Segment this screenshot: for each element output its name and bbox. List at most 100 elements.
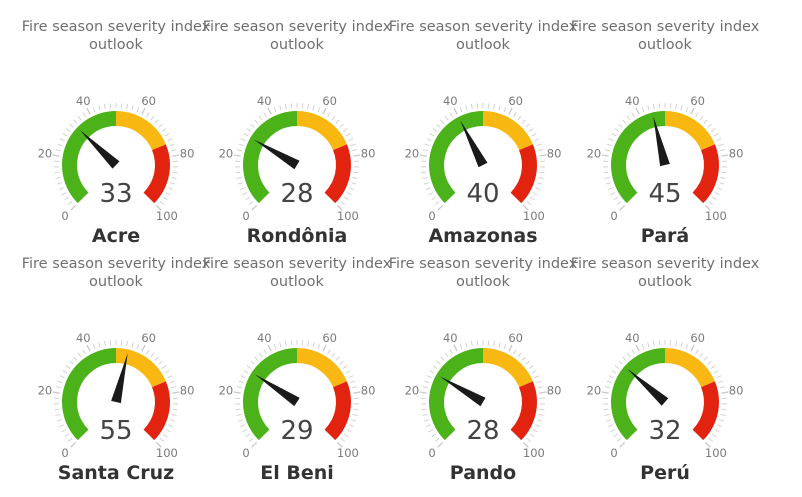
gauge-tick	[242, 429, 248, 433]
gauge-tick-label: 0	[61, 446, 68, 460]
gauge-tick	[710, 128, 716, 132]
gauge-tick	[327, 112, 331, 118]
gauge-tick	[169, 143, 175, 147]
gauge-tick	[613, 196, 619, 201]
gauge-tick-label: 20	[587, 147, 602, 161]
gauge-tick	[517, 352, 522, 358]
gauge-band-2	[692, 381, 719, 441]
gauge-tick	[62, 370, 68, 374]
gauge-tick	[52, 154, 60, 157]
gauge-band-1	[116, 348, 166, 388]
gauge-tick-label: 80	[180, 384, 195, 398]
gauge-needle	[255, 374, 300, 407]
gauge-tick	[155, 441, 162, 448]
gauge-tick	[243, 370, 249, 374]
gauge-tick	[536, 380, 542, 384]
gauge-band-1	[483, 348, 533, 388]
gauge-dial: 0 20 40 60 80 100	[405, 331, 562, 460]
gauge-tick	[521, 356, 526, 361]
gauge-card: Fire season severity index outlook 0 20 40 6…	[21, 18, 211, 258]
gauge-tick	[440, 119, 445, 124]
gauge-tick	[233, 391, 241, 394]
gauge-tick	[169, 380, 175, 384]
gauge-tick	[434, 438, 440, 442]
gauge-tick	[136, 107, 140, 113]
gauge-tick	[242, 192, 248, 196]
gauge-tick	[631, 112, 635, 118]
gauge-tick	[618, 123, 623, 128]
gauge-tick	[172, 171, 178, 174]
gauge-tick	[336, 204, 343, 211]
gauge-tick	[453, 107, 458, 115]
gauge-tick	[345, 133, 351, 137]
gauge-tick	[721, 154, 729, 157]
gauge-tick-label: 20	[38, 384, 53, 398]
gauge-tick	[346, 192, 352, 196]
gauge-needle	[627, 368, 669, 406]
gauge-tick	[251, 204, 258, 211]
gauge-tick	[614, 128, 620, 132]
gauge-tick	[531, 370, 537, 374]
gauge-tick	[279, 105, 282, 111]
gauge-tick	[236, 177, 242, 179]
gauge-tick	[513, 112, 517, 118]
gauge-tick	[70, 441, 77, 448]
gauge-tick-label: 40	[257, 94, 272, 108]
gauge-tick	[713, 370, 719, 374]
gauge-tick	[605, 182, 611, 185]
gauge-title: Fire season severity index outlook	[21, 256, 211, 290]
gauge-tick	[703, 356, 708, 361]
gauge-tick	[685, 344, 689, 350]
gauge-tick-label: 40	[625, 94, 640, 108]
gauge-band-0	[611, 111, 665, 204]
gauge-tick	[171, 386, 177, 389]
gauge-tick	[626, 352, 631, 358]
gauge-tick-label: 0	[428, 446, 435, 460]
gauge-tick	[168, 187, 174, 190]
gauge-tick	[690, 344, 695, 352]
gauge-tick	[131, 105, 134, 111]
gauge-tick	[73, 119, 78, 124]
gauge-tick	[718, 143, 724, 147]
gauge-tick	[61, 192, 67, 196]
gauge-tick	[245, 196, 251, 201]
gauge-tick	[77, 352, 82, 358]
gauge-tick	[267, 344, 272, 352]
gauge-tick	[421, 171, 427, 174]
gauge-tick	[307, 104, 310, 110]
gauge-tick	[710, 365, 716, 369]
gauge-tick	[604, 386, 610, 389]
gauge-tick	[349, 424, 355, 427]
gauge-tick	[434, 201, 440, 205]
gauge-tick	[267, 107, 272, 115]
gauge-tick	[235, 171, 241, 174]
gauge-tick	[680, 105, 683, 111]
gauge-tick	[631, 349, 635, 355]
gauge-tick	[258, 352, 263, 358]
gauge-tick	[331, 115, 336, 121]
gauge-tick	[172, 408, 178, 411]
gauge-tick	[493, 341, 496, 347]
gauge-tick	[146, 349, 150, 355]
gauge-tick	[528, 365, 534, 369]
gauge-tick	[155, 204, 162, 211]
gauge-title: Fire season severity index outlook	[388, 256, 578, 290]
gauge-tick	[647, 105, 650, 111]
gauge-tick	[465, 342, 468, 348]
gauge-tick	[431, 433, 437, 438]
gauge-tick	[703, 119, 708, 124]
gauge-tick	[353, 171, 359, 174]
gauge-tick	[146, 112, 150, 118]
gauge-tick	[522, 441, 529, 448]
gauge-tick	[699, 115, 704, 121]
gauge-value: 32	[648, 416, 682, 446]
gauge-tick	[82, 349, 86, 355]
gauge-tick	[437, 204, 444, 211]
gauge-tick	[493, 104, 496, 110]
gauge-tick	[245, 433, 251, 438]
gauge-tick	[721, 171, 727, 174]
gauge-tick	[150, 115, 155, 121]
gauge-value: 28	[466, 416, 500, 446]
gauge-tick	[141, 107, 146, 115]
gauge-tick	[77, 115, 82, 121]
